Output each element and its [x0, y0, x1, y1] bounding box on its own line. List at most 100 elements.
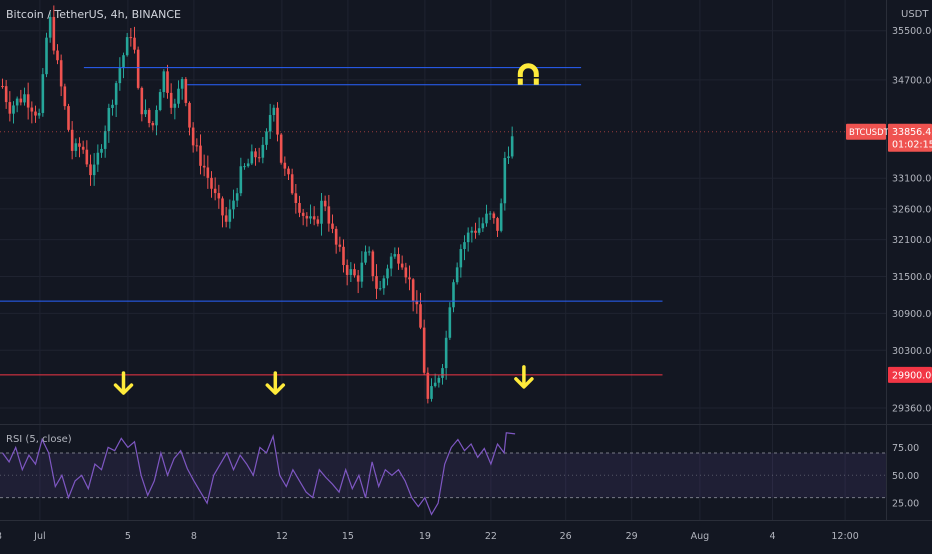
price-tick-label: 29360.00 [892, 404, 932, 415]
price-tick-label: 31500.00 [892, 272, 932, 283]
candle [8, 91, 12, 122]
candle-body [144, 109, 147, 115]
candle [257, 147, 261, 163]
rsi-title[interactable]: RSI (5, close) [6, 434, 72, 445]
candle [499, 198, 503, 233]
candle [232, 189, 235, 219]
candle [334, 226, 338, 254]
candle-body [162, 71, 166, 93]
candle [243, 163, 246, 170]
time-tick-label: Aug [691, 531, 710, 542]
candle [59, 54, 63, 97]
time-tick-label: 28 [0, 531, 2, 542]
candle [133, 26, 136, 54]
candle-body [210, 177, 213, 189]
candle-body [459, 249, 463, 268]
candle [235, 187, 239, 207]
candle [74, 138, 78, 158]
candle-body [122, 55, 125, 69]
candle-body [173, 103, 177, 108]
time-tick-label: 12:00 [831, 531, 858, 542]
candle-body [100, 148, 103, 153]
candle [298, 195, 301, 218]
candle-body [411, 279, 415, 301]
candle-body [56, 50, 59, 61]
candle [129, 28, 133, 47]
candle-body [107, 107, 111, 132]
time-tick-label: Jul [33, 531, 45, 542]
price-axis: 35500.00 34700.00 33100.00 32600.00 32100.00… [892, 26, 932, 414]
grid-lines [0, 0, 886, 520]
candle [184, 77, 188, 107]
candle [503, 151, 507, 211]
candle-body [301, 212, 305, 216]
candle [122, 52, 125, 79]
time-tick-label: 29 [626, 531, 638, 542]
candle [448, 302, 452, 340]
candle-body [92, 164, 96, 176]
candle-body [78, 143, 81, 147]
candle-body [221, 198, 224, 216]
candle-body [488, 213, 492, 215]
candle [111, 99, 114, 116]
candle [353, 263, 356, 278]
candle [408, 265, 411, 291]
chart-title[interactable]: Bitcoin / TetherUS, 4h, BINANCE [6, 8, 182, 21]
time-tick-label: 15 [342, 531, 354, 542]
candle-body [353, 269, 356, 276]
candle-body [378, 288, 382, 290]
candle [188, 101, 191, 136]
candle-body [48, 16, 52, 38]
candles [1, 5, 514, 404]
candle [455, 262, 459, 285]
candle [202, 154, 206, 177]
candle-body [63, 86, 67, 107]
candle [213, 177, 217, 201]
candle-body [356, 275, 360, 282]
candle [195, 138, 199, 152]
candle [103, 125, 107, 158]
candle-body [463, 242, 466, 250]
candle-body [312, 216, 316, 220]
candle [140, 86, 144, 122]
time-tick-label: 4 [769, 531, 775, 542]
candle-body [217, 193, 221, 199]
candle [441, 364, 444, 385]
candle [323, 195, 327, 212]
candle [217, 184, 221, 209]
candle-body [41, 74, 45, 113]
candle-body [147, 109, 151, 123]
candle [169, 83, 173, 115]
candle-body [111, 104, 114, 108]
candle [312, 206, 316, 226]
candle [114, 80, 118, 118]
candle [221, 196, 224, 228]
candle [470, 226, 474, 243]
time-tick-label: 5 [125, 531, 131, 542]
candle-body [129, 37, 133, 39]
candle [15, 96, 19, 113]
candle [19, 89, 23, 106]
candle-body [114, 83, 118, 105]
candle [250, 144, 254, 166]
candle-body [426, 372, 430, 399]
candle-body [448, 307, 452, 338]
candle-body [8, 102, 12, 114]
magnet-body [517, 63, 539, 85]
candle [34, 105, 37, 123]
price-badge-symbol: BTCUSDT [849, 128, 890, 138]
candle [360, 251, 364, 288]
candle-body [272, 107, 276, 116]
candle [422, 319, 426, 375]
candle [30, 101, 34, 124]
candle [320, 193, 323, 236]
candle [338, 236, 342, 252]
candle-body [422, 327, 426, 373]
candle [433, 373, 437, 388]
time-tick-label: 22 [485, 531, 497, 542]
candle-body [4, 86, 8, 103]
candle [294, 183, 298, 214]
